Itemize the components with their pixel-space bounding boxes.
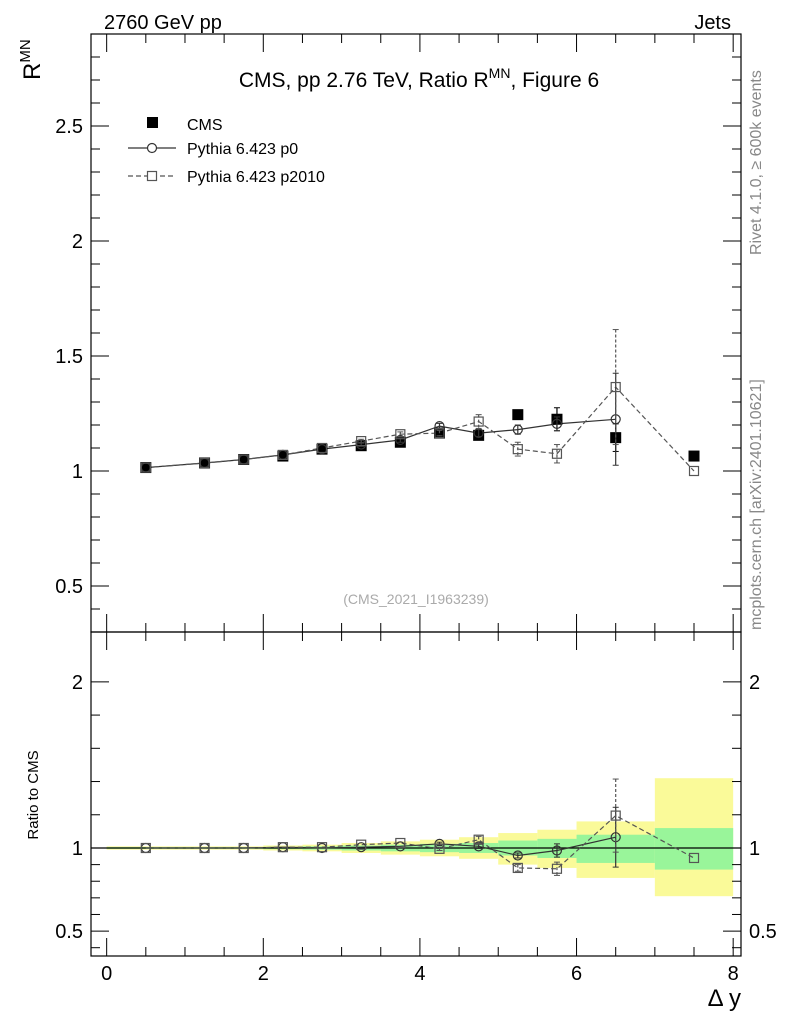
ratio-band-inner xyxy=(654,828,734,870)
legend-cms-marker xyxy=(147,117,158,128)
ratio-p2010-point xyxy=(238,842,249,854)
main-p2010-point xyxy=(610,381,621,393)
ratio-p2010-point xyxy=(688,852,700,864)
legend-p0-label: Pythia 6.423 p0 xyxy=(187,141,298,158)
main-ytick-label: 1.5 xyxy=(55,346,83,368)
ratio-ylabel: Ratio to CMS xyxy=(25,750,42,839)
main-p2010-point xyxy=(238,454,249,465)
ratio-ylabel-text: Ratio to CMS xyxy=(25,750,42,839)
plot-title-main: CMS, pp 2.76 TeV, Ratio R xyxy=(239,69,489,92)
main-p2010-point xyxy=(473,416,484,427)
header-jets-label: Jets xyxy=(694,12,731,34)
main-p2010-point xyxy=(512,444,523,455)
ratio-p2010-point xyxy=(551,863,563,874)
main-p2010-point xyxy=(434,427,445,439)
legend-p2010-label: Pythia 6.423 p2010 xyxy=(187,169,325,186)
mcplots-label: mcplots.cern.ch [arXiv:2401.10621] xyxy=(748,379,765,630)
ratio-p0-point xyxy=(551,845,563,856)
main-p0-point xyxy=(551,418,563,429)
main-p0-point xyxy=(395,434,406,446)
ratio-p2010-point xyxy=(610,810,621,821)
main-ylabel: RMN xyxy=(17,39,46,80)
ratio-ytick-label: 1 xyxy=(72,838,83,860)
ratio-xtick-label: 0 xyxy=(101,963,112,985)
mcplots-text: mcplots.cern.ch [arXiv:2401.10621] xyxy=(748,379,765,630)
main-cms-point xyxy=(140,462,152,474)
main-p2010-point xyxy=(551,448,563,459)
main-p0-line xyxy=(145,418,616,469)
analysis-id: (CMS_2021_I1963239) xyxy=(343,591,489,607)
main-p2010-point xyxy=(199,457,210,469)
main-ytick-label: 2 xyxy=(72,231,83,253)
ratio-xtick-label: 4 xyxy=(414,963,425,985)
ratio-xtick-label: 8 xyxy=(728,963,739,985)
main-cms-point xyxy=(688,450,700,462)
main-cms-point xyxy=(238,454,250,465)
main-p2010-point xyxy=(140,462,151,473)
main-p2010-point xyxy=(277,449,288,460)
ratio-p2010-point xyxy=(277,842,288,853)
main-ytick-label: 0.5 xyxy=(55,576,83,598)
ratio-ytick-label: 0.5 xyxy=(55,921,83,943)
main-cms-point xyxy=(277,450,289,462)
ratio-xtick-label: 6 xyxy=(571,963,582,985)
main-series xyxy=(140,329,700,477)
ratio-p2010-point xyxy=(512,862,523,874)
main-ylabel-text: R xyxy=(19,63,46,80)
main-ytick-label: 1 xyxy=(72,461,83,483)
main-cms-point xyxy=(316,443,328,455)
main-p2010-point xyxy=(356,436,367,447)
ratio-ytick-label-right: 0.5 xyxy=(749,921,777,943)
ratio-p2010-point xyxy=(434,843,445,854)
ratio-p2010-point xyxy=(473,834,484,845)
ratio-ytick-label: 2 xyxy=(72,672,83,694)
ratio-series xyxy=(140,778,700,876)
ratio-panel: 0.5 0.5 1 1 2 2 0 2 4 6 8 xyxy=(55,631,777,985)
ratio-uncertainty-bands xyxy=(106,778,734,897)
rivet-text: Rivet 4.1.0, ≥ 600k events xyxy=(748,70,765,255)
plot-title: CMS, pp 2.76 TeV, Ratio RMN, Figure 6 xyxy=(239,65,599,92)
main-p2010-point xyxy=(395,429,406,440)
ratio-axis-ticks: 0.5 0.5 1 1 2 2 0 2 4 6 8 xyxy=(55,632,777,985)
main-p2010-point xyxy=(316,442,328,454)
legend: CMS Pythia 6.423 p0 Pythia 6.423 p2010 xyxy=(128,117,325,186)
main-p2010-line xyxy=(145,386,695,472)
ratio-p2010-point xyxy=(316,842,328,853)
header-energy-label: 2760 GeV pp xyxy=(104,12,222,34)
rivet-label: Rivet 4.1.0, ≥ 600k events xyxy=(748,70,765,255)
main-cms-point xyxy=(512,409,524,421)
ratio-p2010-line xyxy=(145,814,695,870)
ratio-xtick-label: 2 xyxy=(258,963,269,985)
ratio-p2010-point xyxy=(356,839,367,850)
legend-p2010-marker xyxy=(146,170,158,182)
main-axis-ticks: 0.5 1 1.5 2 2.5 xyxy=(55,34,741,632)
ratio-p2010-point xyxy=(395,837,406,849)
ratio-ytick-label-right: 2 xyxy=(749,672,760,694)
main-cms-point xyxy=(199,457,211,469)
plot-title-sup: MN xyxy=(489,65,511,81)
ratio-p2010-point xyxy=(140,842,151,854)
main-p0-point xyxy=(512,424,523,435)
plot-title-tail: , Figure 6 xyxy=(510,69,599,92)
legend-p0-marker xyxy=(146,142,158,154)
main-p2010-point xyxy=(688,465,700,477)
main-ytick-label: 2.5 xyxy=(55,116,83,138)
main-ylabel-sup: MN xyxy=(17,39,34,62)
ratio-ytick-label-right: 1 xyxy=(749,838,760,860)
legend-cms-label: CMS xyxy=(187,117,223,134)
ratio-p2010-point xyxy=(199,842,210,854)
ratio-frame xyxy=(90,631,742,957)
main-panel: 0.5 1 1.5 2 2.5 CMS, pp 2.76 TeV, Ratio RMN,… xyxy=(55,33,742,633)
xlabel: Δ y xyxy=(708,985,741,1012)
ratio-p0-point xyxy=(512,850,523,861)
svg-text:RMN: RMN xyxy=(17,39,46,80)
